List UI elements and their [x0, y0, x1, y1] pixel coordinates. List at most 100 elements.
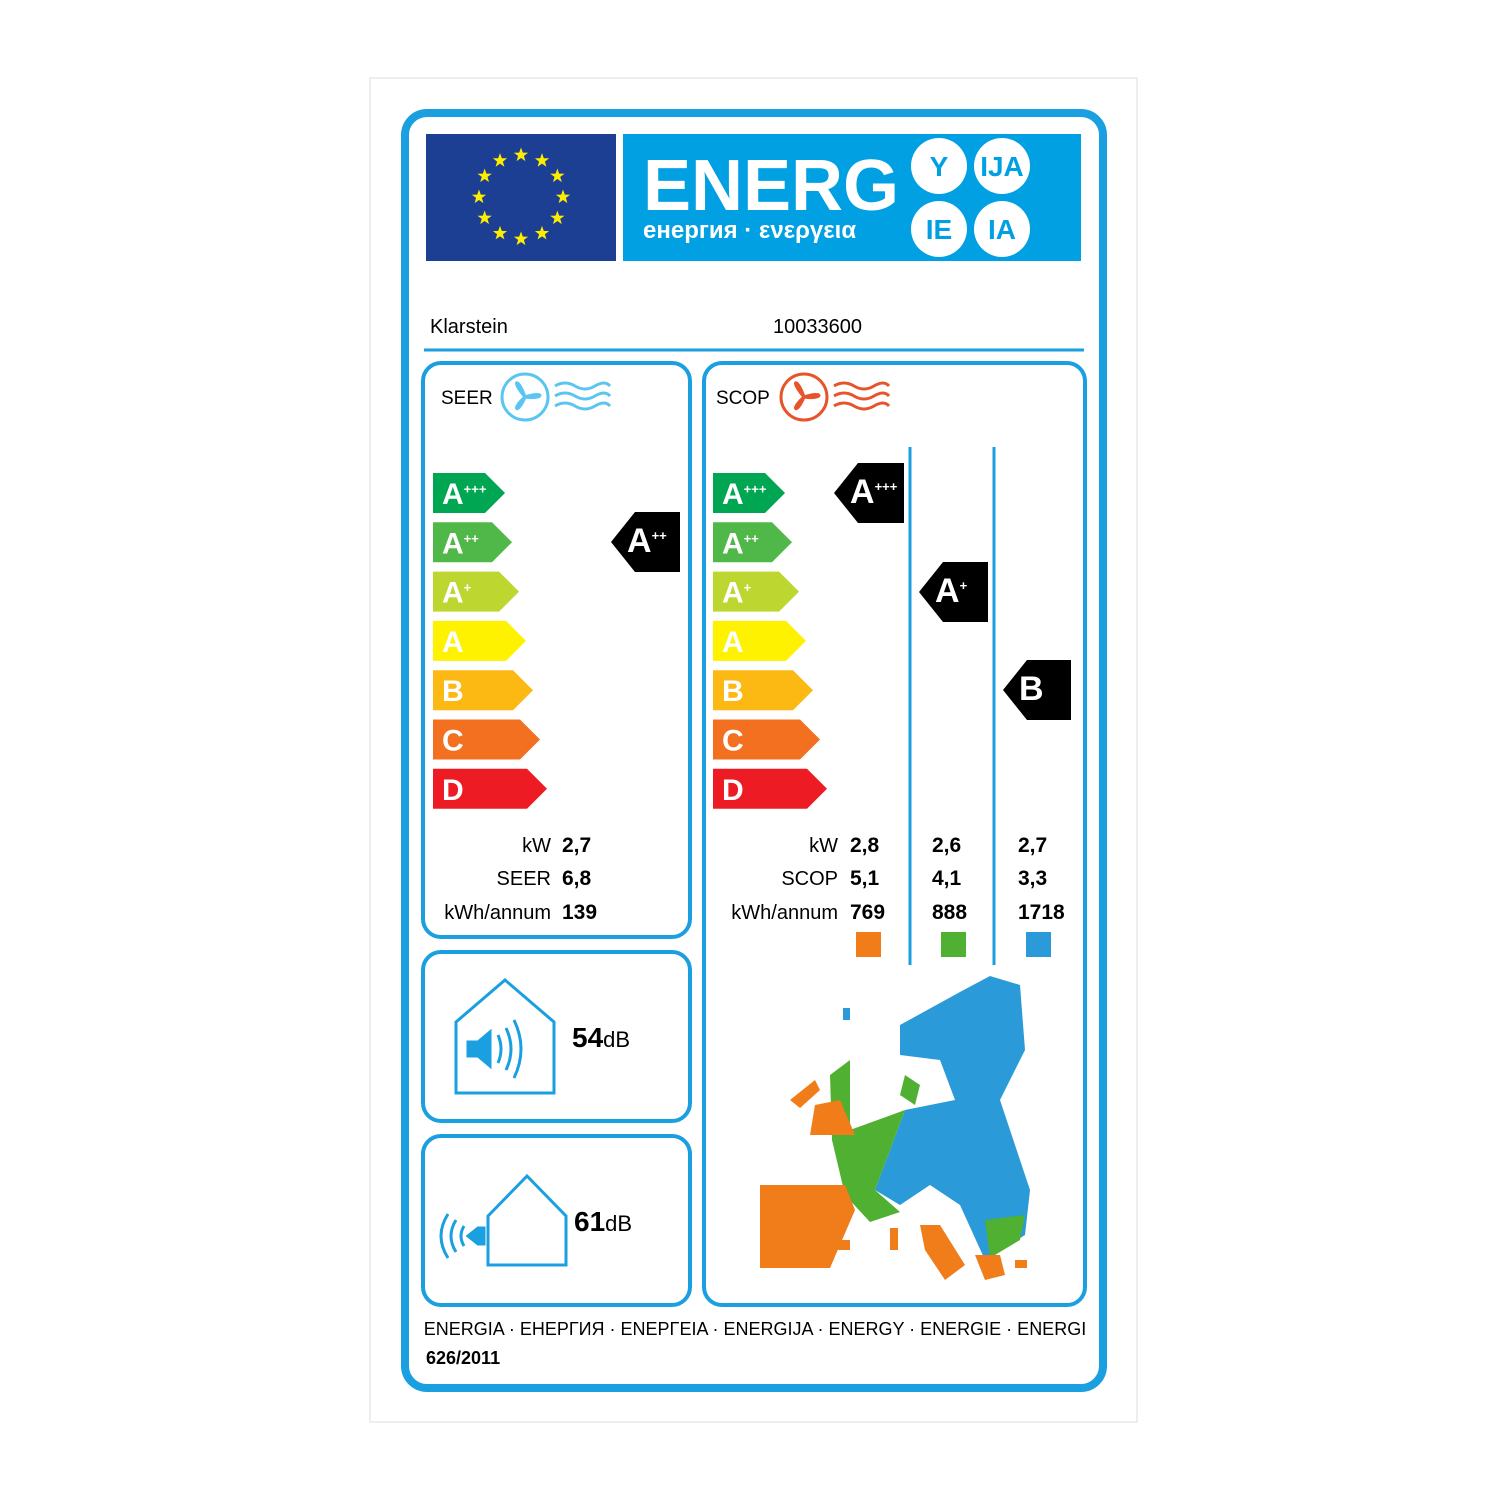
- class-letter: D: [722, 774, 744, 807]
- outdoor-house-icon: [439, 1173, 568, 1267]
- class-text: A++: [627, 522, 667, 560]
- indoor-noise-panel: [421, 950, 692, 1123]
- class-letter: A: [722, 527, 744, 560]
- class-letter: A: [442, 478, 464, 511]
- class-arrow: [433, 670, 533, 711]
- suffix-circle: [911, 138, 967, 194]
- heating-fan-icon: [779, 372, 891, 422]
- eu-star: [550, 210, 565, 225]
- row-label: SCOP: [781, 868, 838, 890]
- label-frame: [401, 109, 1107, 1392]
- row-value: 2,7: [562, 834, 591, 857]
- header-subtitle: енергия · ενεργεια: [643, 217, 856, 244]
- eu-stars: [471, 147, 571, 246]
- class-sup: +: [960, 578, 968, 593]
- row-label: kW: [522, 835, 551, 857]
- class-text: A+++: [850, 473, 898, 511]
- eu-star: [513, 147, 529, 162]
- class-arrow: [713, 571, 799, 612]
- eu-star: [555, 189, 571, 204]
- cooling-panel: [421, 361, 692, 939]
- class-sup: +: [744, 580, 752, 595]
- footer-languages: ENERGIA · ЕНЕРГИЯ · ΕΝΕΡΓΕΙΑ · ENERGIJA …: [424, 1319, 1086, 1339]
- rating-arrow: [919, 562, 988, 622]
- class-arrow: [713, 473, 785, 513]
- class-text: A+: [442, 577, 472, 610]
- class-letter: B: [722, 675, 744, 708]
- class-sup: +++: [464, 482, 487, 497]
- eu-star: [513, 231, 529, 246]
- class-letter: C: [442, 725, 464, 758]
- heating-label: SCOP: [716, 388, 770, 409]
- noise-value: 54: [572, 1022, 604, 1053]
- class-letter: A: [722, 577, 744, 610]
- eu-star: [477, 168, 492, 183]
- outdoor-noise-panel: [421, 1134, 692, 1307]
- class-letter: B: [1019, 670, 1044, 708]
- class-letter: A: [442, 577, 464, 610]
- cooling-label: SEER: [441, 388, 493, 409]
- rating-arrow: [1003, 660, 1071, 720]
- class-arrow: [433, 522, 512, 563]
- class-sup: +++: [744, 482, 767, 497]
- class-letter: C: [722, 725, 744, 758]
- suffix-circle: [974, 138, 1030, 194]
- class-sup: ++: [464, 531, 480, 546]
- heating-panel: [702, 361, 1087, 1307]
- class-letter: D: [442, 774, 464, 807]
- suffix-circle: [974, 201, 1030, 257]
- eu-star: [534, 153, 550, 167]
- class-sup: ++: [744, 531, 760, 546]
- regulation: 626/2011: [426, 1348, 500, 1368]
- cooling-fan-icon: [500, 372, 612, 422]
- class-letter: A: [935, 572, 960, 610]
- suffix: Y: [930, 151, 949, 182]
- suffix: IE: [926, 214, 952, 245]
- noise-unit: dB: [605, 1211, 632, 1236]
- row-label: kW: [809, 835, 838, 857]
- class-text: B: [442, 675, 464, 708]
- class-text: A: [722, 626, 744, 659]
- eu-star: [477, 210, 492, 225]
- class-arrow: [433, 571, 519, 612]
- indoor-noise: 54dB: [572, 1022, 630, 1053]
- class-letter: A: [722, 626, 744, 659]
- class-letter: A: [442, 626, 464, 659]
- rating-arrow: [611, 512, 680, 572]
- class-text: C: [722, 725, 744, 758]
- row-value: 4,1: [932, 867, 962, 890]
- class-arrow: [713, 719, 820, 760]
- zone-average: [941, 932, 966, 957]
- suffix-circle: [911, 201, 967, 257]
- class-text: A+++: [442, 478, 487, 511]
- class-arrow: [713, 522, 792, 563]
- class-arrow: [433, 620, 526, 661]
- class-text: A+: [722, 577, 752, 610]
- row-value: 1718: [1018, 901, 1065, 924]
- row-value: 2,7: [1018, 834, 1047, 857]
- eu-star: [492, 153, 508, 167]
- class-text: A+++: [722, 478, 767, 511]
- indoor-house-icon: [454, 978, 556, 1095]
- class-text: B: [722, 675, 744, 708]
- class-text: A: [442, 626, 464, 659]
- eu-star: [550, 168, 565, 183]
- supplier: Klarstein: [430, 316, 508, 338]
- class-arrow: [433, 473, 505, 513]
- header-title: ENERG: [643, 146, 899, 226]
- eu-star: [471, 189, 487, 204]
- class-text: C: [442, 725, 464, 758]
- row-value: 3,3: [1018, 867, 1047, 890]
- row-value: 2,6: [932, 834, 961, 857]
- outdoor-noise: 61dB: [574, 1206, 632, 1237]
- row-label: kWh/annum: [731, 902, 838, 924]
- eu-star: [534, 225, 550, 240]
- class-text: A++: [442, 527, 479, 560]
- row-value: 769: [850, 901, 885, 924]
- model: 10033600: [773, 316, 862, 338]
- class-text: A++: [722, 527, 759, 560]
- class-text: A+: [935, 572, 968, 610]
- class-arrow: [433, 768, 547, 809]
